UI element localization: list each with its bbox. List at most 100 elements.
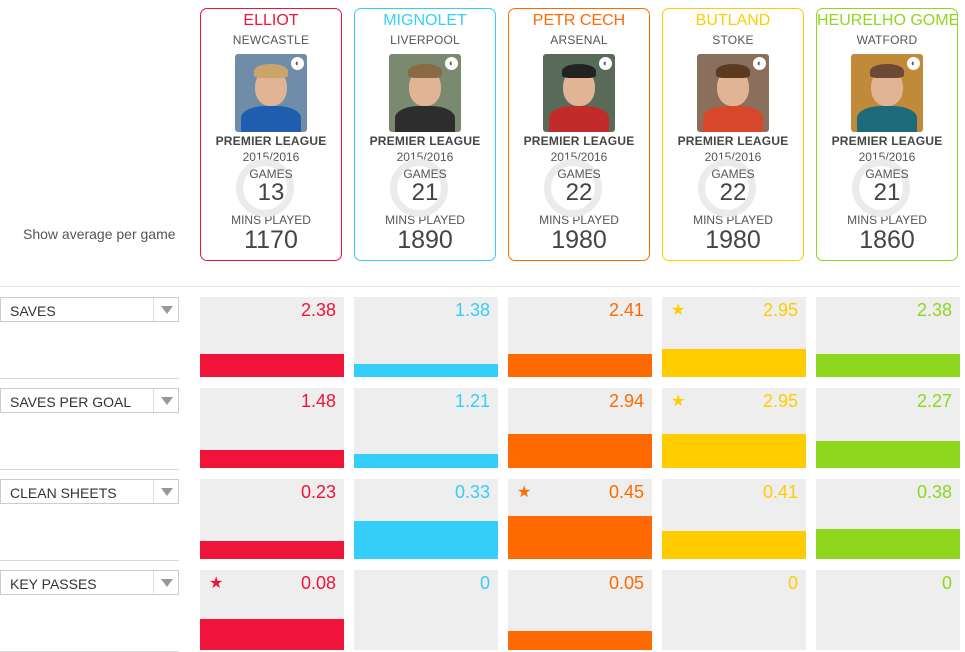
stat-select-key-passes[interactable]: KEY PASSES xyxy=(0,570,179,595)
select-divider xyxy=(153,298,154,321)
select-divider xyxy=(153,389,154,412)
stat-cell: 1.21 xyxy=(354,388,498,468)
player-hair-shape xyxy=(562,64,596,78)
club-badge-icon: ◐ xyxy=(599,57,612,70)
player-card[interactable]: PETR CECH ARSENAL ◐ PREMIER LEAGUE 2015/2016… xyxy=(508,8,650,261)
player-shirt-shape xyxy=(857,106,917,132)
mins-played-label: MINS PLAYED xyxy=(693,213,773,227)
stat-value: 1.38 xyxy=(454,300,490,320)
stat-bar xyxy=(508,516,652,559)
chevron-down-icon[interactable] xyxy=(161,488,173,496)
player-card[interactable]: MIGNOLET LIVERPOOL ◐ PREMIER LEAGUE 2015/201… xyxy=(354,8,496,261)
stat-select-clean-sheets[interactable]: CLEAN SHEETS xyxy=(0,479,179,504)
player-photo: ◐ xyxy=(235,54,307,132)
stat-cell: 0.33 xyxy=(354,479,498,559)
chevron-down-icon[interactable] xyxy=(161,306,173,314)
stat-cell: 2.27 xyxy=(816,388,960,468)
games-label: GAMES xyxy=(711,167,755,181)
mins-played-label: MINS PLAYED xyxy=(847,213,927,227)
stat-cell: 0.05 xyxy=(508,570,652,650)
player-club: STOKE xyxy=(712,33,754,47)
player-name: BUTLAND xyxy=(695,12,771,29)
chevron-down-icon[interactable] xyxy=(161,579,173,587)
stat-cell: 0 xyxy=(816,570,960,650)
stat-cell: 2.94 xyxy=(508,388,652,468)
stat-value: 2.27 xyxy=(916,391,952,411)
stat-cell: 0.45 ★ xyxy=(508,479,652,559)
select-divider xyxy=(153,480,154,503)
stat-bar xyxy=(508,354,652,377)
club-badge-icon: ◐ xyxy=(907,57,920,70)
club-badge-icon: ◐ xyxy=(445,57,458,70)
stat-cell: 0.41 xyxy=(662,479,806,559)
league-name: PREMIER LEAGUE xyxy=(369,134,481,148)
stat-value: 0.45 xyxy=(608,482,644,502)
player-card[interactable]: ELLIOT NEWCASTLE ◐ PREMIER LEAGUE 2015/2016 G… xyxy=(200,8,342,261)
mins-played-value: 1890 xyxy=(397,226,453,254)
stat-value: 2.38 xyxy=(300,300,336,320)
games-ring xyxy=(544,159,602,217)
stat-bar xyxy=(200,450,344,468)
stat-bar xyxy=(662,434,806,468)
stat-value: 2.38 xyxy=(916,300,952,320)
mins-played-value: 1980 xyxy=(551,226,607,254)
player-shirt-shape xyxy=(395,106,455,132)
row-divider xyxy=(0,378,179,379)
chevron-down-icon[interactable] xyxy=(161,397,173,405)
games-block: GAMES 13 xyxy=(201,159,341,217)
stat-value: 0.23 xyxy=(300,482,336,502)
stat-value: 0.33 xyxy=(454,482,490,502)
player-shirt-shape xyxy=(703,106,763,132)
games-label: GAMES xyxy=(249,167,293,181)
stat-bar xyxy=(508,434,652,468)
stat-select-saves-per-goal[interactable]: SAVES PER GOAL xyxy=(0,388,179,413)
stat-cell: 2.95 ★ xyxy=(662,297,806,377)
club-badge-icon: ◐ xyxy=(753,57,766,70)
stat-bar xyxy=(200,541,344,559)
games-block: GAMES 22 xyxy=(509,159,649,217)
stat-bar xyxy=(200,619,344,650)
stat-select-label: KEY PASSES xyxy=(10,576,97,592)
stat-value: 0.38 xyxy=(916,482,952,502)
club-badge-icon: ◐ xyxy=(291,57,304,70)
player-name: MIGNOLET xyxy=(383,12,467,29)
games-block: GAMES 22 xyxy=(663,159,803,217)
stat-select-label: CLEAN SHEETS xyxy=(10,485,117,501)
stat-cell: 1.48 xyxy=(200,388,344,468)
player-club: NEWCASTLE xyxy=(232,33,310,47)
games-value: 13 xyxy=(257,179,285,206)
star-icon: ★ xyxy=(517,484,532,501)
stat-bar xyxy=(662,531,806,559)
games-ring xyxy=(390,159,448,217)
player-card[interactable]: HEURELHO GOME WATFORD ◐ PREMIER LEAGUE 2015/… xyxy=(816,8,958,261)
average-per-game-toggle-label[interactable]: Show average per game xyxy=(23,226,176,242)
stat-bar xyxy=(508,631,652,650)
games-ring xyxy=(852,159,910,217)
stat-select-label: SAVES xyxy=(10,303,56,319)
stat-value: 0.41 xyxy=(762,482,798,502)
stat-value: 1.21 xyxy=(454,391,490,411)
mins-played-label: MINS PLAYED xyxy=(539,213,619,227)
stat-cell: 2.41 xyxy=(508,297,652,377)
player-card[interactable]: BUTLAND STOKE ◐ PREMIER LEAGUE 2015/2016 GAME… xyxy=(662,8,804,261)
games-value: 21 xyxy=(873,179,901,206)
stat-bar xyxy=(200,354,344,377)
player-hair-shape xyxy=(870,64,904,78)
stat-value: 1.48 xyxy=(300,391,336,411)
stat-cell: 0.38 xyxy=(816,479,960,559)
player-shirt-shape xyxy=(241,106,301,132)
games-block: GAMES 21 xyxy=(817,159,957,217)
stat-cell: 2.38 xyxy=(200,297,344,377)
player-name: HEURELHO GOME xyxy=(817,12,957,29)
games-ring xyxy=(698,159,756,217)
stat-select-saves[interactable]: SAVES xyxy=(0,297,179,322)
player-hair-shape xyxy=(254,64,288,78)
mins-played-value: 1980 xyxy=(705,226,761,254)
stat-select-label: SAVES PER GOAL xyxy=(10,394,132,410)
mins-played-label: MINS PLAYED xyxy=(385,213,465,227)
stat-cell: 0.23 xyxy=(200,479,344,559)
games-block: GAMES 21 xyxy=(355,159,495,217)
stat-bar xyxy=(816,354,960,377)
stat-value: 2.95 xyxy=(762,391,798,411)
stat-value: 2.41 xyxy=(608,300,644,320)
